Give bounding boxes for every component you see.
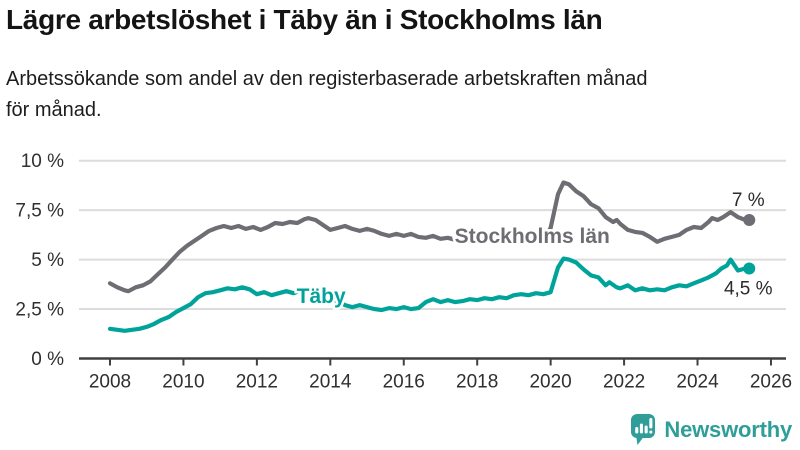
x-tick-label: 2020 xyxy=(529,372,571,393)
x-tick-label: 2018 xyxy=(456,372,498,393)
series-end-dot-stockholms-lan xyxy=(743,214,756,227)
brand-name: Newsworthy xyxy=(664,417,792,442)
end-value-label-taby: 4,5 % xyxy=(724,279,773,300)
newsworthy-logo-icon xyxy=(631,414,656,445)
chart-subtitle-line: Arbetssökande som andel av den registerb… xyxy=(6,68,648,90)
series-label-taby: Täby xyxy=(297,285,346,308)
y-tick-label: 5 % xyxy=(31,250,64,271)
chart-area: 2008 2010 2012 2014 2016 2018 2020 2022 2024 2026… xyxy=(0,145,800,400)
series-line-stockholms-lan xyxy=(107,180,748,294)
x-tick-label: 2016 xyxy=(383,372,425,393)
y-tick-label: 0 % xyxy=(31,349,64,370)
y-tick-label: 7,5 % xyxy=(15,201,64,222)
line-chart: 2008 2010 2012 2014 2016 2018 2020 2022 2024 2026… xyxy=(15,151,792,393)
series-label-stockholms-lan: Stockholms län xyxy=(455,225,610,248)
x-tick-label: 2012 xyxy=(236,372,278,393)
y-tick-label: 2,5 % xyxy=(15,300,64,321)
series-line-taby xyxy=(107,256,748,333)
x-tick-label: 2014 xyxy=(309,372,352,393)
chart-subtitle-line: för månad. xyxy=(6,99,102,121)
x-tick-label: 2010 xyxy=(162,372,204,393)
x-tick-label: 2024 xyxy=(676,372,719,393)
end-value-label-stockholms-lan: 7 % xyxy=(732,190,765,211)
x-tick-label: 2008 xyxy=(89,372,131,393)
brand-footer: Newsworthy xyxy=(630,412,792,448)
series-end-dot-taby xyxy=(743,262,756,275)
x-tick-label: 2022 xyxy=(603,372,645,393)
x-tick-label: 2026 xyxy=(750,372,792,393)
y-tick-label: 10 % xyxy=(21,151,64,172)
chart-title: Lägre arbetslöshet i Täby än i Stockholm… xyxy=(6,4,603,35)
chart-subtitle: Arbetssökande som andel av den registerb… xyxy=(6,64,648,126)
